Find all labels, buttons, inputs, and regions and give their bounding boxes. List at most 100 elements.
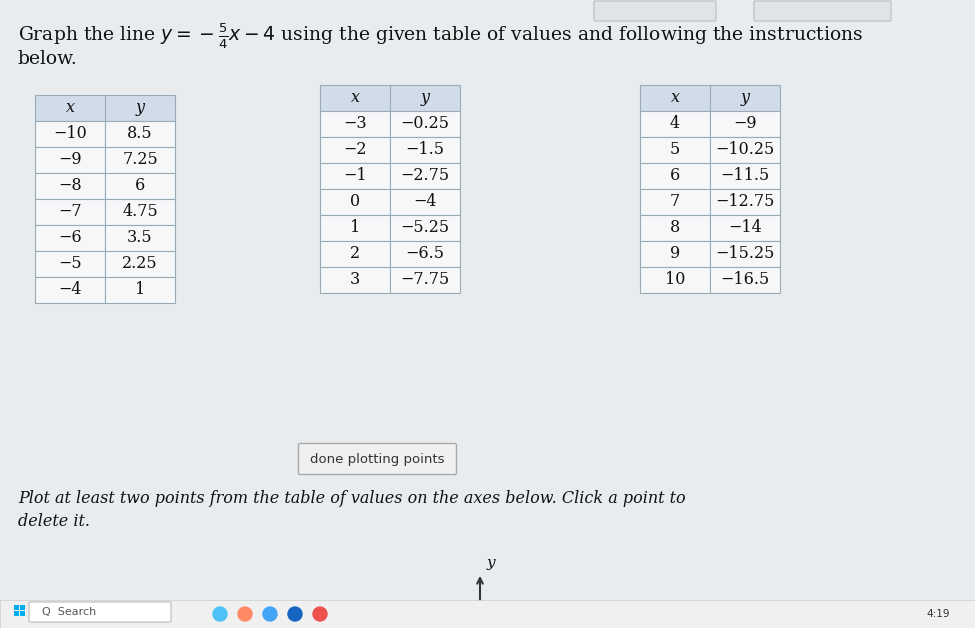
Bar xyxy=(710,241,780,267)
Text: −2.75: −2.75 xyxy=(401,168,449,185)
Text: −7: −7 xyxy=(58,203,82,220)
Bar xyxy=(640,267,710,293)
Circle shape xyxy=(313,607,327,621)
Bar xyxy=(0,600,975,628)
Bar xyxy=(640,241,710,267)
Text: 5: 5 xyxy=(670,141,681,158)
Bar xyxy=(710,267,780,293)
Text: done plotting points: done plotting points xyxy=(310,453,445,465)
Text: 3: 3 xyxy=(350,271,360,288)
Bar xyxy=(20,605,25,610)
Bar xyxy=(35,225,105,251)
Text: 4: 4 xyxy=(670,116,681,133)
FancyBboxPatch shape xyxy=(298,443,456,475)
Bar xyxy=(640,163,710,189)
Bar xyxy=(320,137,390,163)
Bar xyxy=(105,173,175,199)
Text: −6.5: −6.5 xyxy=(406,246,445,263)
Bar xyxy=(710,163,780,189)
Bar xyxy=(35,199,105,225)
Bar xyxy=(710,215,780,241)
Text: 8.5: 8.5 xyxy=(127,126,153,143)
Bar xyxy=(105,95,175,121)
Bar xyxy=(320,163,390,189)
Text: −1: −1 xyxy=(343,168,367,185)
Bar xyxy=(105,251,175,277)
Bar xyxy=(320,189,390,215)
Text: Plot at least two points from the table of values on the axes below. Click a poi: Plot at least two points from the table … xyxy=(18,490,685,507)
Text: 2.25: 2.25 xyxy=(122,256,158,273)
Bar xyxy=(390,111,460,137)
Bar xyxy=(640,85,710,111)
Text: −10: −10 xyxy=(53,126,87,143)
Text: −8: −8 xyxy=(58,178,82,195)
Text: Graph the line $y = -\frac{5}{4}x - 4$ using the given table of values and follo: Graph the line $y = -\frac{5}{4}x - 4$ u… xyxy=(18,22,863,51)
Text: −6: −6 xyxy=(58,229,82,247)
Text: 10: 10 xyxy=(665,271,685,288)
Text: Q  Search: Q Search xyxy=(42,607,97,617)
Text: −11.5: −11.5 xyxy=(721,168,769,185)
FancyBboxPatch shape xyxy=(29,602,171,622)
Bar xyxy=(710,189,780,215)
Bar xyxy=(320,111,390,137)
Text: 3.5: 3.5 xyxy=(127,229,153,247)
Bar xyxy=(390,85,460,111)
Bar xyxy=(35,121,105,147)
Text: 8: 8 xyxy=(670,220,681,237)
Text: −4: −4 xyxy=(413,193,437,210)
Circle shape xyxy=(263,607,277,621)
FancyBboxPatch shape xyxy=(594,1,716,21)
Text: x: x xyxy=(350,90,360,107)
Bar xyxy=(35,147,105,173)
Text: 4:19: 4:19 xyxy=(926,609,950,619)
Text: y: y xyxy=(487,556,495,570)
Text: −10.25: −10.25 xyxy=(716,141,774,158)
Text: delete it.: delete it. xyxy=(18,513,90,530)
Circle shape xyxy=(288,607,302,621)
Bar xyxy=(105,199,175,225)
Text: 1: 1 xyxy=(135,281,145,298)
Bar xyxy=(105,277,175,303)
Bar xyxy=(105,121,175,147)
Text: −12.75: −12.75 xyxy=(716,193,775,210)
Text: 2: 2 xyxy=(350,246,360,263)
Bar xyxy=(390,241,460,267)
Text: −7.75: −7.75 xyxy=(401,271,449,288)
Text: −15.25: −15.25 xyxy=(716,246,775,263)
Text: −9: −9 xyxy=(733,116,757,133)
Text: −16.5: −16.5 xyxy=(721,271,769,288)
Bar xyxy=(35,95,105,121)
Bar xyxy=(710,85,780,111)
Text: 9: 9 xyxy=(670,246,681,263)
Text: −5: −5 xyxy=(58,256,82,273)
Bar xyxy=(710,137,780,163)
Bar xyxy=(35,277,105,303)
Bar xyxy=(35,251,105,277)
Bar xyxy=(390,215,460,241)
Bar xyxy=(390,267,460,293)
Circle shape xyxy=(213,607,227,621)
Text: 0: 0 xyxy=(350,193,360,210)
Bar xyxy=(320,215,390,241)
Bar xyxy=(20,611,25,616)
Text: x: x xyxy=(65,99,74,117)
Text: −2: −2 xyxy=(343,141,367,158)
Text: −3: −3 xyxy=(343,116,367,133)
Text: y: y xyxy=(136,99,144,117)
Bar xyxy=(390,189,460,215)
Bar xyxy=(710,111,780,137)
Bar xyxy=(640,189,710,215)
Text: 6: 6 xyxy=(670,168,681,185)
Bar xyxy=(320,267,390,293)
Text: y: y xyxy=(740,90,750,107)
Text: y: y xyxy=(420,90,430,107)
Text: −9: −9 xyxy=(58,151,82,168)
Circle shape xyxy=(238,607,252,621)
Bar xyxy=(640,215,710,241)
Bar xyxy=(320,85,390,111)
FancyBboxPatch shape xyxy=(754,1,891,21)
Text: 7.25: 7.25 xyxy=(122,151,158,168)
Text: 1: 1 xyxy=(350,220,360,237)
Bar xyxy=(35,173,105,199)
Bar xyxy=(640,137,710,163)
